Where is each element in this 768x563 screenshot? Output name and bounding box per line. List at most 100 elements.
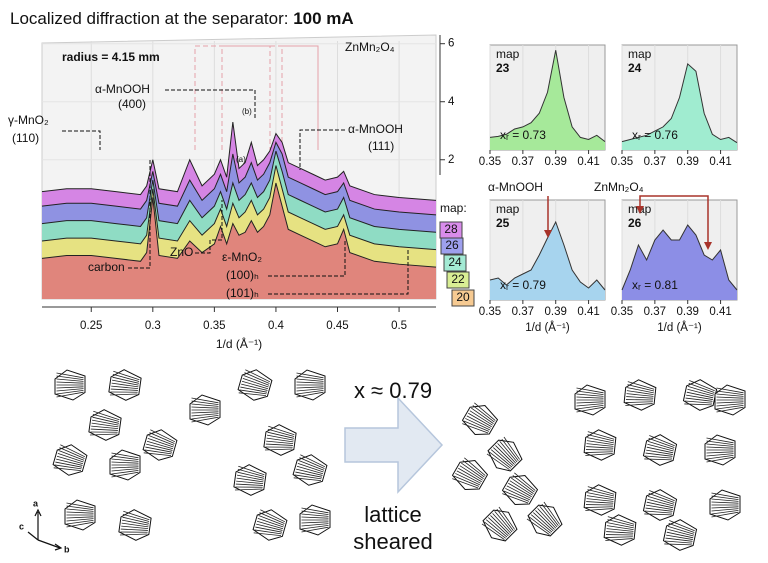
hatch [92,416,119,424]
octahedron [461,402,499,435]
octahedron [682,379,718,411]
x-tick-label: 0.35 [203,320,225,332]
hatch [60,444,86,458]
hatch [576,405,604,410]
octahedron [252,509,288,541]
hatch [295,471,323,478]
hatch [471,407,494,424]
hatch [706,440,734,445]
peak-label: ZnMn₂O₄ [594,180,644,194]
octahedron [583,484,617,516]
hatch [645,452,673,457]
hatch [541,503,559,526]
hatch [669,520,695,532]
hatch [607,519,635,527]
hatch [526,518,550,535]
hatch [236,477,264,483]
annotation: (400) [118,97,146,111]
hatch [111,455,139,460]
hatch [706,451,734,454]
legend-label: 24 [448,255,462,269]
hatch [267,431,294,439]
hatch [256,523,283,531]
hatch [716,405,744,410]
hatch [111,382,139,388]
hatch [501,438,519,461]
hatch [296,391,324,398]
hatch [514,472,536,491]
hatch [626,390,654,396]
hatch [266,437,294,443]
hatch [627,381,655,390]
hatch [241,380,269,390]
hatch [626,396,654,399]
hatch [481,523,505,540]
hatch [112,376,139,384]
hatch [503,436,520,460]
hatch [576,390,604,395]
hatch [112,373,140,382]
hatch [465,418,491,431]
octahedron [603,514,637,546]
x-tick-label: 0.37 [512,306,534,318]
hatch [664,540,693,544]
hatch [301,523,329,527]
y-tick-label: 2 [448,154,454,166]
hatch [56,458,83,466]
hatch [488,517,509,537]
hatch [119,533,148,536]
hatch [646,446,674,454]
hatch [66,502,94,509]
hatch [244,372,270,384]
hatch [93,410,120,421]
hatch [586,446,614,449]
hatch [716,396,744,399]
hatch [687,388,714,397]
legend-title: map: [440,201,467,215]
hatch [260,509,286,523]
hatch [490,515,510,535]
leader-line [62,130,101,150]
hatch [455,473,481,486]
annotation: (100)ₕ [226,268,259,282]
hatch [648,493,675,503]
hatch [716,387,744,394]
hatch [585,449,614,451]
x-tick-label: 0.39 [677,306,699,318]
hatch [587,489,615,497]
hatch [89,433,118,436]
hatch [266,440,294,445]
hatch [716,406,744,413]
hatch [462,460,485,478]
hatch [706,437,734,444]
hatch [66,520,94,525]
hatch [627,387,654,394]
hatch [586,440,614,446]
hatch [299,457,325,469]
hatch [268,425,295,436]
series-line [41,165,437,251]
octahedron [583,429,617,461]
hatch [647,495,675,505]
hatch [111,470,139,475]
leader-line [299,129,345,170]
peak-label: α-MnOOH [488,180,543,194]
legend-swatch [439,221,463,239]
hatch [667,528,694,537]
hatch [267,428,295,437]
hatch [711,492,739,499]
x-tick-label: 0.35 [611,306,633,318]
hatch [264,448,293,451]
x-axis-label: 1/d (Å⁻¹) [657,321,702,334]
hatch [255,526,283,533]
legend-label: 28 [444,222,458,236]
hatch [56,388,84,392]
annotation: ZnMn₂O₄ [345,40,395,54]
hatch [456,470,481,484]
annotation: (b) [242,107,252,116]
hatch [606,525,634,531]
axes-indicator [27,508,63,551]
hatch [120,531,148,533]
x-tick-label: 0.39 [545,306,567,318]
hatch [666,531,694,539]
